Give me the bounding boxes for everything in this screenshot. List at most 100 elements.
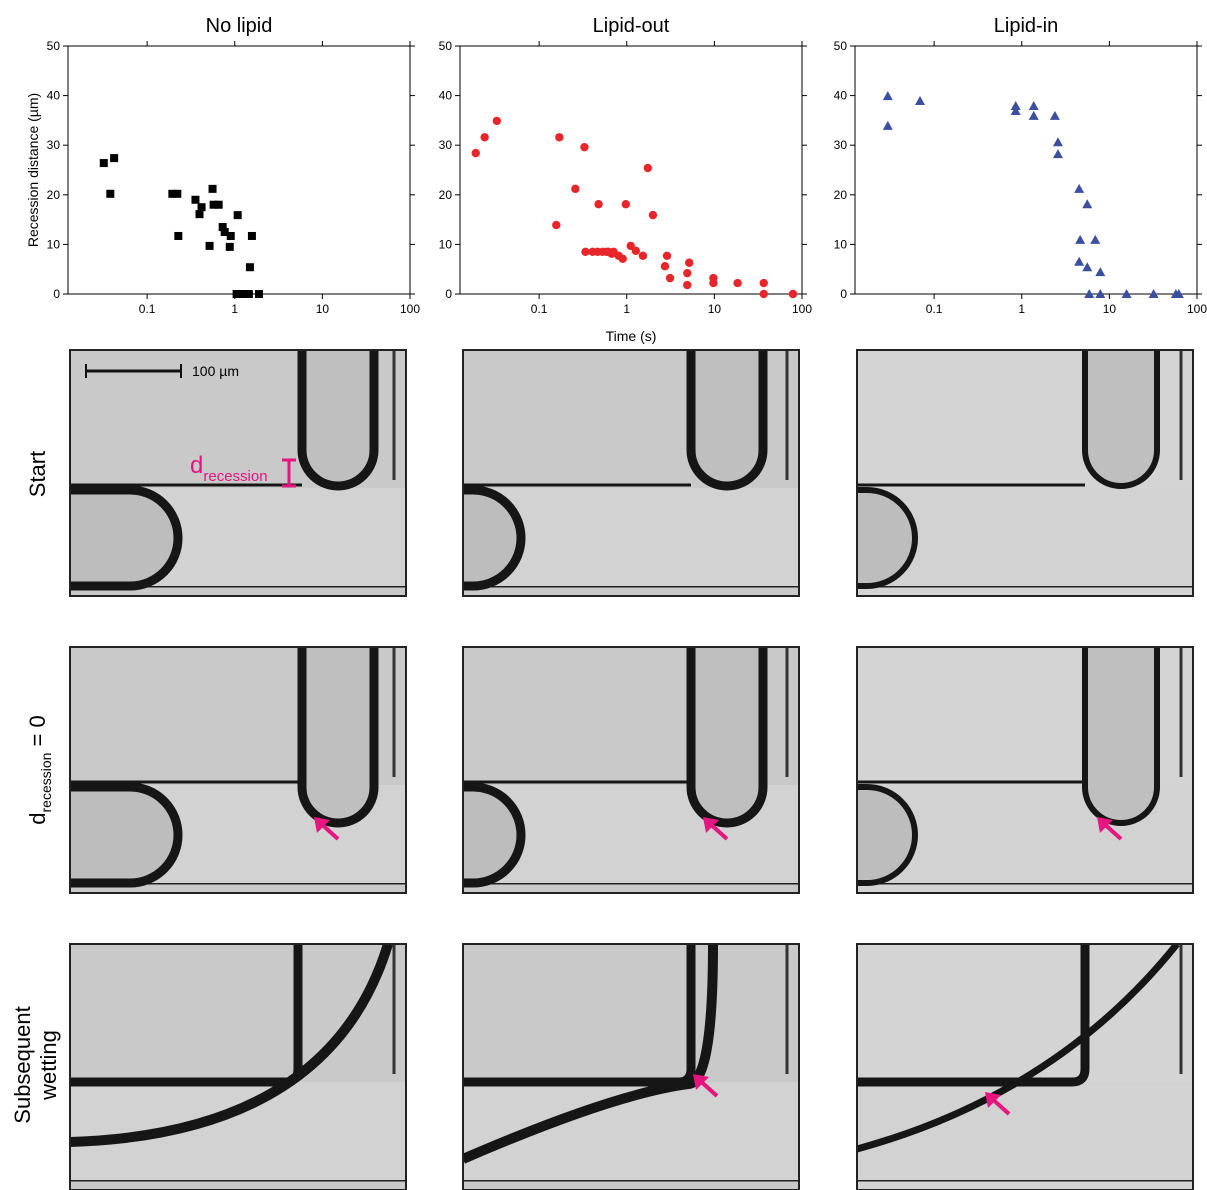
point <box>240 290 249 298</box>
point <box>1082 199 1093 209</box>
meniscus <box>70 944 393 1147</box>
y-tick-label: 20 <box>47 188 61 202</box>
point <box>882 91 893 101</box>
point <box>1049 110 1060 120</box>
point <box>244 290 253 298</box>
point <box>1082 262 1093 272</box>
droplet <box>1082 647 1160 826</box>
point <box>225 242 234 251</box>
x-tick-label: 1 <box>1018 302 1025 316</box>
x-tick-label: 0.1 <box>531 302 548 316</box>
arrow-head <box>693 1074 709 1090</box>
droplet <box>857 784 918 886</box>
point <box>1028 110 1039 120</box>
point <box>571 184 580 194</box>
point <box>174 231 183 240</box>
point <box>660 262 670 271</box>
scatter-chart: Lipid-out 0 10 20 30 40 50 0.1 1 10 100 Time (s) <box>439 15 813 344</box>
point <box>581 247 590 257</box>
point <box>1052 137 1063 147</box>
point <box>618 254 627 263</box>
chart-title: No lipid <box>206 15 273 37</box>
droplet <box>1082 350 1160 489</box>
point <box>209 200 218 209</box>
point <box>1148 289 1159 298</box>
y-tick-label: 50 <box>439 39 453 53</box>
point <box>683 280 692 290</box>
point <box>471 148 480 158</box>
point <box>1052 149 1063 159</box>
point <box>648 210 658 220</box>
point <box>236 290 245 298</box>
point <box>226 231 235 240</box>
x-tick-label: 1 <box>623 302 630 316</box>
point <box>684 258 694 267</box>
chart-title: Lipid-in <box>994 15 1058 37</box>
arrow-head <box>985 1092 1001 1108</box>
row-label: Start <box>25 451 50 497</box>
point <box>218 223 227 232</box>
point <box>882 120 893 130</box>
row-label: Subsequent <box>10 1006 35 1123</box>
y-tick-label: 40 <box>439 89 453 103</box>
point <box>191 195 200 204</box>
point <box>1090 234 1101 244</box>
row-label-sub: recession <box>38 753 54 813</box>
micrograph <box>463 647 799 893</box>
scale-bar-label: 100 µm <box>192 363 239 379</box>
point <box>594 200 603 209</box>
row-label: drecession = 0 <box>25 715 54 824</box>
x-tick-label: 1 <box>231 302 238 316</box>
point <box>245 263 254 272</box>
point <box>1095 267 1106 277</box>
micrograph <box>857 647 1193 893</box>
x-tick-label: 0.1 <box>926 302 943 316</box>
droplet <box>686 350 768 491</box>
point <box>220 228 229 236</box>
point <box>1010 101 1021 111</box>
y-tick-label: 30 <box>47 138 61 152</box>
inner-wall <box>857 944 1090 1087</box>
micrograph <box>70 350 406 596</box>
scatter-chart: Lipid-in 0 10 20 30 40 50 0.1 1 10 100 <box>834 15 1207 316</box>
y-tick-label: 40 <box>834 89 848 103</box>
point <box>552 220 561 230</box>
meniscus <box>857 944 1180 1153</box>
panel-frame <box>69 646 407 894</box>
point <box>197 203 206 212</box>
panel-frame <box>69 349 407 597</box>
micrograph <box>857 944 1193 1190</box>
point <box>555 133 564 142</box>
channel-floor <box>70 1082 406 1180</box>
point <box>208 184 217 193</box>
point <box>492 116 502 126</box>
point <box>759 278 768 288</box>
point <box>643 163 653 173</box>
panel-frame <box>462 349 800 597</box>
point <box>247 231 256 240</box>
y-tick-label: 50 <box>834 39 848 53</box>
point <box>683 268 692 278</box>
y-tick-label: 20 <box>439 188 453 202</box>
y-tick-label: 10 <box>47 237 61 251</box>
point <box>110 154 119 163</box>
droplet <box>857 487 918 589</box>
y-tick-label: 30 <box>439 138 453 152</box>
point <box>759 289 768 299</box>
point <box>788 289 798 299</box>
y-tick-label: 40 <box>47 89 61 103</box>
x-tick-label: 100 <box>400 302 420 316</box>
point <box>232 290 241 298</box>
y-tick-label: 20 <box>834 188 848 202</box>
point <box>665 273 675 283</box>
axes-frame <box>67 45 411 295</box>
x-tick-label: 10 <box>316 302 330 316</box>
point <box>254 290 263 298</box>
point <box>638 251 648 261</box>
scatter-chart: No lipid 0 10 20 30 40 50 0.1 1 10 100 Recession di… <box>25 15 420 316</box>
point <box>106 189 115 198</box>
point <box>662 251 672 261</box>
point <box>709 278 718 288</box>
